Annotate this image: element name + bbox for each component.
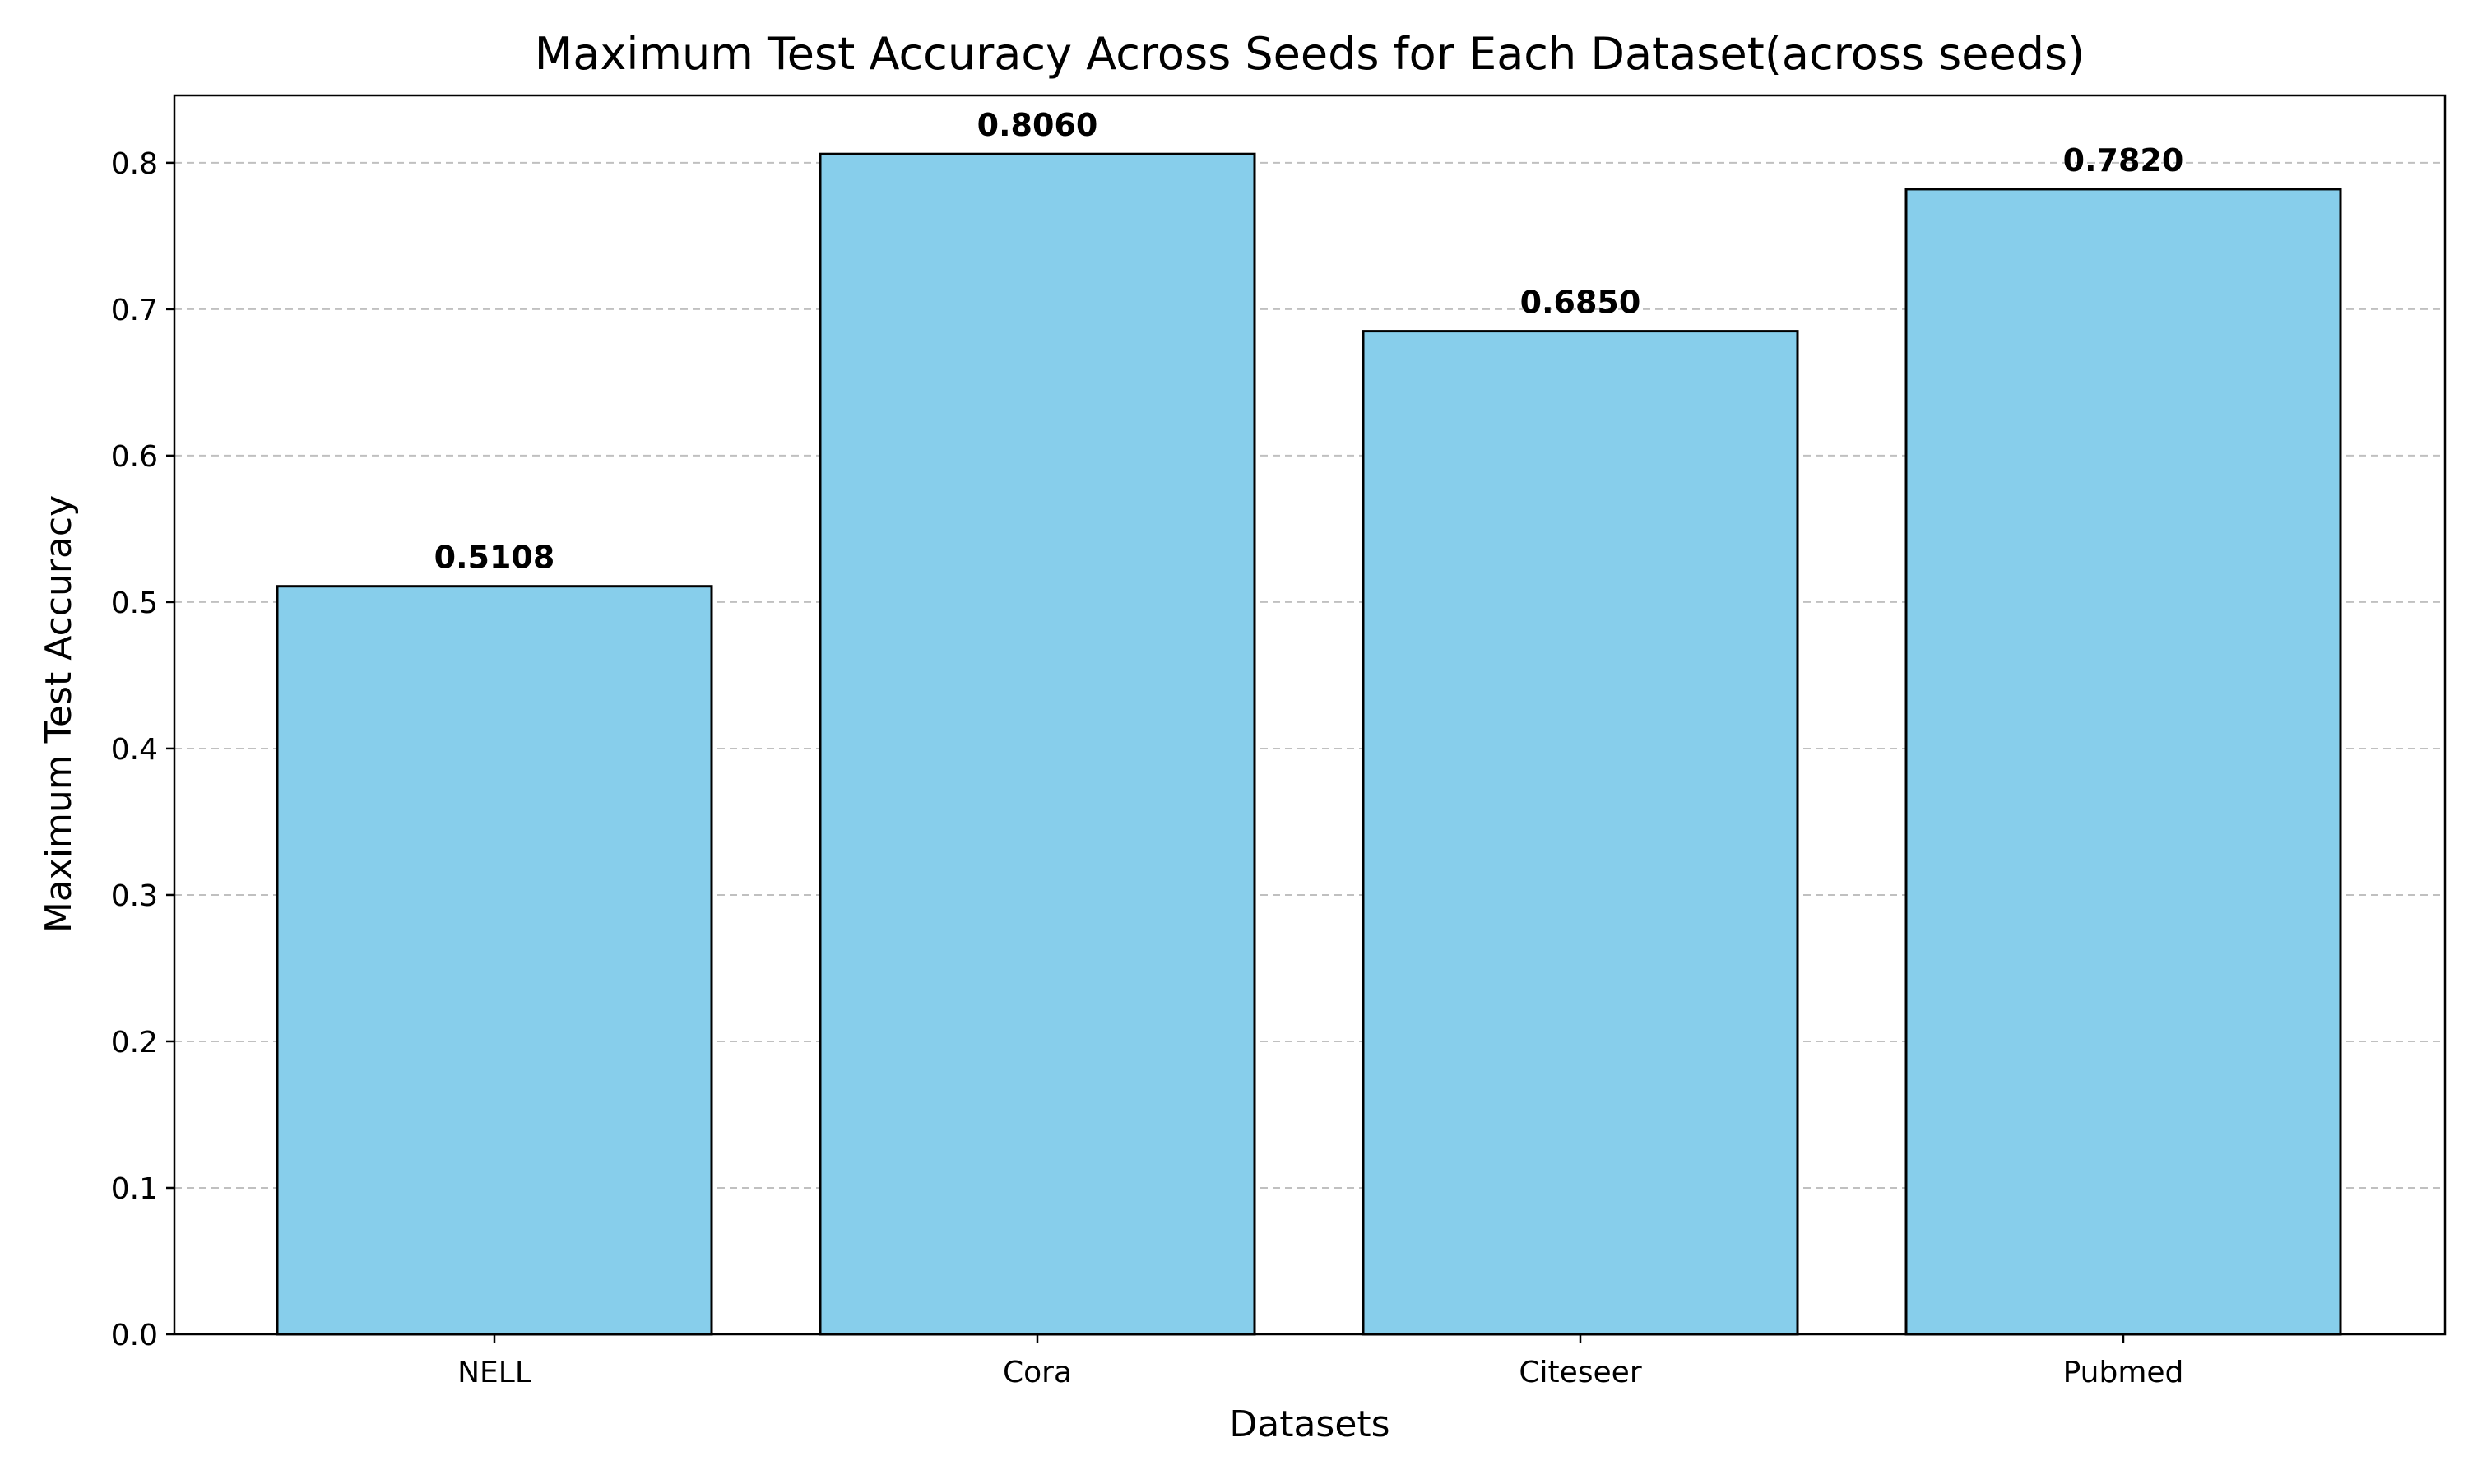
y-tick-label: 0.7 [111,294,158,327]
y-tick-label: 0.3 [111,879,158,913]
y-tick-label: 0.4 [111,733,158,767]
chart-title: Maximum Test Accuracy Across Seeds for E… [535,28,2085,80]
bars [276,152,2342,1336]
bar-nell [276,585,713,1336]
y-axis-ticks: 0.0 0.1 0.2 0.3 0.4 0.5 0.6 0.7 0.8 [111,147,174,1352]
x-tick-label: Citeseer [1519,1356,1641,1389]
y-tick-label: 0.8 [111,147,158,181]
y-tick-label: 0.6 [111,440,158,474]
value-label: 0.7820 [2063,142,2184,179]
value-label: 0.6850 [1520,285,1641,321]
x-axis-label: Datasets [1229,1403,1389,1445]
x-axis-ticks: NELL Cora Citeseer Pubmed [457,1334,2183,1389]
y-axis-label: Maximum Test Accuracy [38,495,80,933]
bar-pubmed [1904,188,2342,1336]
x-tick-label: Cora [1003,1356,1072,1389]
y-tick-label: 0.2 [111,1026,158,1060]
x-tick-label: Pubmed [2063,1356,2184,1389]
value-labels: 0.5108 0.8060 0.6850 0.7820 [434,107,2184,575]
value-label: 0.8060 [977,107,1098,143]
x-tick-label: NELL [457,1356,531,1389]
value-label: 0.5108 [434,540,555,576]
y-tick-label: 0.5 [111,587,158,620]
bar-citeseer [1362,330,1799,1336]
y-tick-label: 0.1 [111,1172,158,1206]
bar-cora [819,152,1256,1336]
plot-frame [173,94,2447,1336]
y-tick-label: 0.0 [111,1319,158,1352]
